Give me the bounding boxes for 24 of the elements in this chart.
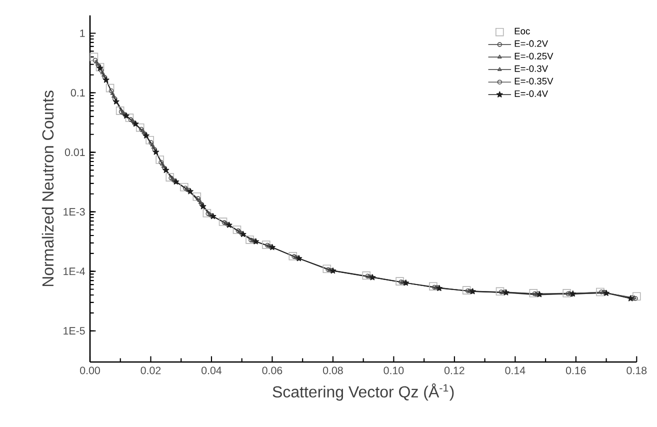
x-tick-label: 0.10 [384,366,404,374]
x-tick-label: 0.06 [262,366,282,374]
legend-label: E=-0.4V [514,90,548,97]
x-tick-label: 0.00 [80,366,100,374]
legend-label: Eoc [514,28,530,34]
x-tick-label: 0.18 [626,366,647,374]
y-tick-label: 1E-5 [64,327,85,335]
y-tick-label: 0.1 [70,89,85,97]
y-tick-label: 1 [80,30,85,37]
x-tick-label: 0.16 [566,366,586,374]
y-axis-title: Normalized Neutron Counts [42,90,54,286]
legend-label: E=-0.2V [514,40,548,47]
legend-label: E=-0.35V [514,78,554,84]
y-tick-label: 1E-4 [64,268,85,276]
x-tick-label: 0.02 [140,366,161,374]
legend-label: E=-0.25V [514,52,554,60]
x-tick-label: 0.08 [323,366,343,374]
x-axis-title: Scattering Vector Qz (Å$^{-1}$) [272,383,454,401]
legend-label: E=-0.3V [514,65,548,72]
x-tick-label: 0.14 [505,366,526,374]
y-tick-label: 1E-3 [64,208,85,216]
y-tick-label: 0.01 [64,148,85,156]
x-tick-label: 0.04 [202,366,222,374]
x-tick-label: 0.12 [444,366,464,374]
